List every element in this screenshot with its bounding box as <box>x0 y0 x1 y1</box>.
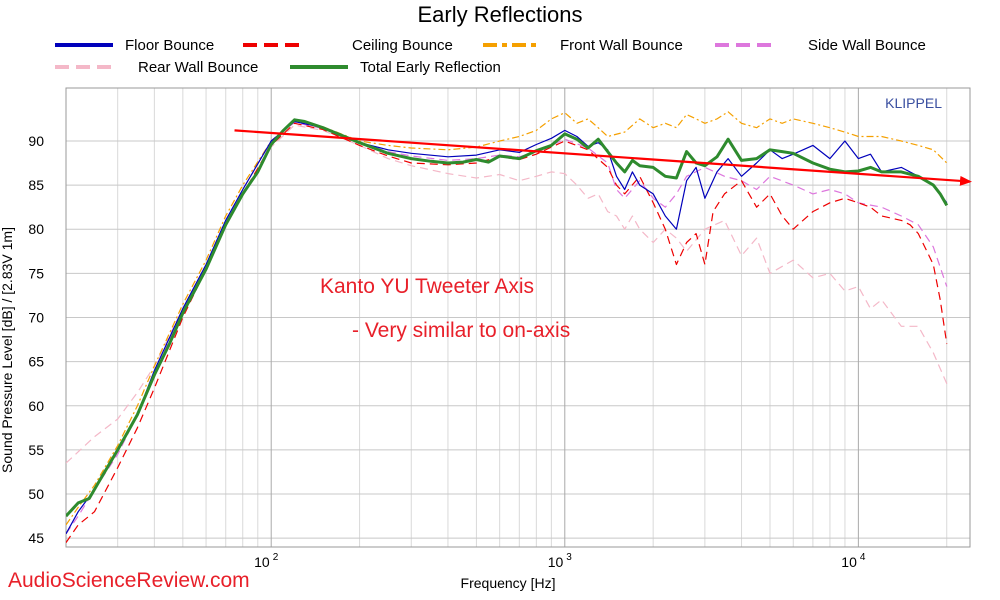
legend-label: Side Wall Bounce <box>808 37 926 54</box>
watermark: AudioScienceReview.com <box>8 569 250 592</box>
series-line-floor-bounce <box>66 120 948 535</box>
x-axis-ticks: 10 2 10 3 10 4 <box>254 552 866 570</box>
y-tick-label: 85 <box>28 177 44 193</box>
y-tick-label: 50 <box>28 486 44 502</box>
legend-item: Side Wall Bounce <box>715 37 926 54</box>
series-line-front-wall-bounce <box>66 111 948 526</box>
annotation-model: Kanto YU Tweeter Axis <box>320 275 534 298</box>
x-tick-label: 10 3 <box>548 552 573 570</box>
x-tick-exponent: 2 <box>273 552 279 563</box>
series-line-total-early-reflection <box>66 118 949 518</box>
y-tick-label: 65 <box>28 354 44 370</box>
legend-item: Rear Wall Bounce <box>55 59 258 76</box>
legend-label: Ceiling Bounce <box>352 37 453 54</box>
y-tick-label: 60 <box>28 398 44 414</box>
trend-arrow <box>234 129 972 186</box>
legend-item: Front Wall Bounce <box>483 37 683 54</box>
y-tick-label: 90 <box>28 133 44 149</box>
x-tick-label: 10 2 <box>254 552 279 570</box>
y-tick-label: 70 <box>28 310 44 326</box>
x-axis-label: Frequency [Hz] <box>461 575 556 591</box>
klippel-brand-label: KLIPPEL <box>885 95 942 111</box>
chart-legend: Floor Bounce Ceiling Bounce Front Wall Bou… <box>55 37 926 76</box>
annotation-note: - Very similar to on-axis <box>352 319 570 342</box>
legend-label: Total Early Reflection <box>360 59 501 76</box>
chart-title: Early Reflections <box>417 2 582 27</box>
x-tick-base: 10 <box>841 554 857 570</box>
y-tick-label: 75 <box>28 265 44 281</box>
x-tick-exponent: 3 <box>566 552 572 563</box>
x-tick-label: 10 4 <box>841 552 866 570</box>
x-tick-base: 10 <box>548 554 564 570</box>
y-tick-label: 55 <box>28 442 44 458</box>
y-tick-label: 80 <box>28 221 44 237</box>
y-axis-label: Sound Pressure Level [dB] / [2.83V 1m] <box>0 227 15 473</box>
legend-label: Front Wall Bounce <box>560 37 683 54</box>
y-axis-ticks: 45 50 55 60 65 70 75 80 85 90 <box>28 133 44 546</box>
legend-item: Ceiling Bounce <box>243 37 453 54</box>
legend-label: Floor Bounce <box>125 37 214 54</box>
major-gridlines <box>66 88 970 547</box>
plot-frame <box>65 87 971 548</box>
legend-item: Floor Bounce <box>55 37 214 54</box>
series-group <box>66 111 949 543</box>
y-tick-label: 45 <box>28 530 44 546</box>
x-tick-base: 10 <box>254 554 270 570</box>
legend-label: Rear Wall Bounce <box>138 59 258 76</box>
legend-item: Total Early Reflection <box>290 59 501 76</box>
x-tick-exponent: 4 <box>860 552 866 563</box>
